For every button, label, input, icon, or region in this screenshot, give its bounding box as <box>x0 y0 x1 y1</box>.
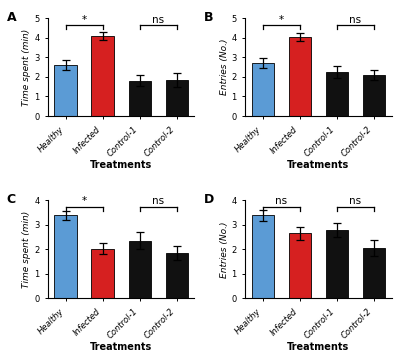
Text: ns: ns <box>349 15 362 25</box>
Text: *: * <box>279 15 284 25</box>
X-axis label: Treatments: Treatments <box>90 342 152 352</box>
X-axis label: Treatments: Treatments <box>287 342 350 352</box>
X-axis label: Treatments: Treatments <box>287 159 350 170</box>
Text: ns: ns <box>152 15 164 25</box>
Y-axis label: Entries (No.): Entries (No.) <box>220 39 228 95</box>
Bar <box>289 233 311 298</box>
Text: C: C <box>7 193 16 206</box>
Bar <box>128 241 151 298</box>
Bar <box>92 36 114 116</box>
Bar <box>128 81 151 116</box>
Bar <box>363 248 385 298</box>
Bar <box>54 65 77 116</box>
Y-axis label: Time spent (min): Time spent (min) <box>22 211 31 288</box>
Text: D: D <box>204 193 214 206</box>
Bar <box>166 80 188 116</box>
Text: ns: ns <box>152 196 164 206</box>
Bar <box>54 215 77 298</box>
Bar <box>166 253 188 298</box>
Text: *: * <box>82 15 87 25</box>
Text: *: * <box>82 196 87 206</box>
Bar <box>252 63 274 116</box>
Text: ns: ns <box>275 196 287 206</box>
Text: A: A <box>7 10 16 24</box>
Bar <box>252 215 274 298</box>
Bar <box>92 249 114 298</box>
Y-axis label: Time spent (min): Time spent (min) <box>22 28 31 106</box>
Bar <box>326 230 348 298</box>
Bar <box>363 75 385 116</box>
Bar <box>326 72 348 116</box>
Y-axis label: Entries (No.): Entries (No.) <box>220 221 228 278</box>
Bar <box>289 37 311 116</box>
Text: ns: ns <box>349 196 362 206</box>
Text: B: B <box>204 10 214 24</box>
X-axis label: Treatments: Treatments <box>90 159 152 170</box>
